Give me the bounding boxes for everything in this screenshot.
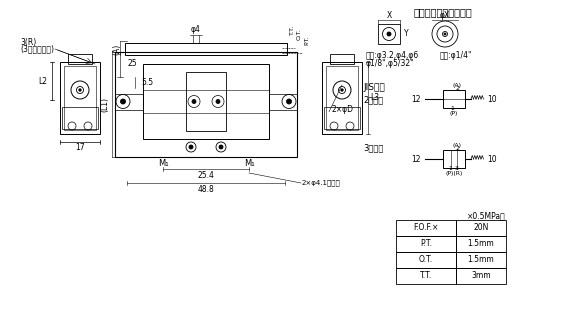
Text: リリースプッシュ寸法: リリースプッシュ寸法 [414,7,472,17]
Bar [456,252,506,268]
Bar [125,43,287,55]
Bar [443,90,465,108]
Circle shape [192,99,196,104]
Bar [269,93,297,110]
Text: 3ポート: 3ポート [363,143,383,153]
Text: φ1/8",φ5/32": φ1/8",φ5/32" [366,59,415,67]
Text: L3: L3 [370,93,379,103]
Bar [324,107,360,129]
Bar [115,93,143,110]
Bar [396,236,456,252]
Text: M₁: M₁ [158,159,168,167]
Text: 10: 10 [487,94,496,104]
Text: (A): (A) [452,83,462,88]
Text: ×0.5MPa時: ×0.5MPa時 [467,212,506,220]
Text: 3mm: 3mm [471,271,491,281]
Bar [322,62,362,134]
Text: 対象:φ1/4": 対象:φ1/4" [440,52,472,61]
Circle shape [219,145,223,149]
Text: 17: 17 [75,143,85,153]
Text: 2: 2 [456,146,460,151]
Text: 1: 1 [450,107,454,112]
Text: 3: 3 [455,166,459,171]
Text: 2×φ4.1取付穴: 2×φ4.1取付穴 [302,180,340,186]
Text: M₁: M₁ [244,159,254,167]
Text: X: X [386,11,391,19]
Text: T.T.: T.T. [420,271,432,281]
Text: 2: 2 [456,87,460,91]
Circle shape [287,99,291,104]
Circle shape [387,32,391,36]
Text: 12: 12 [411,155,421,164]
Text: 25.4: 25.4 [197,170,214,180]
Text: (A): (A) [452,142,462,147]
Text: JIS記号: JIS記号 [363,84,385,92]
Text: 2ポート: 2ポート [363,95,383,105]
Bar [62,107,98,129]
Bar [68,54,92,64]
Bar [115,52,297,157]
Text: 20N: 20N [473,223,489,233]
Bar [443,150,465,168]
Bar [330,54,354,64]
Bar [186,72,226,131]
Text: (P): (P) [450,111,458,115]
Text: 48.8: 48.8 [197,185,214,193]
Text: 5.5: 5.5 [141,78,153,87]
Text: φX: φX [440,11,450,19]
Text: 対象:φ3.2,φ4,φ6: 対象:φ3.2,φ4,φ6 [366,52,419,61]
Text: T.T.: T.T. [290,25,295,35]
Bar [60,62,100,134]
Bar [396,252,456,268]
Text: 12: 12 [411,94,421,104]
Text: (3ポートのみ): (3ポートのみ) [20,44,54,54]
Bar [378,24,400,44]
Circle shape [79,89,81,91]
Circle shape [189,145,193,149]
Bar [143,64,269,139]
Text: 1.5mm: 1.5mm [468,240,495,248]
Bar [326,66,358,130]
Circle shape [121,99,125,104]
Circle shape [216,99,220,104]
Text: 10: 10 [487,155,496,164]
Text: (P)(R): (P)(R) [445,170,463,175]
Text: P.T.: P.T. [420,240,432,248]
Text: 2×φD: 2×φD [332,105,354,114]
Bar [396,268,456,284]
Bar [456,268,506,284]
Text: L2: L2 [38,77,47,86]
Text: 3(R): 3(R) [20,38,36,46]
Bar [456,220,506,236]
Text: P.T.: P.T. [304,35,309,45]
Circle shape [341,89,343,91]
Bar [396,220,456,236]
Text: Y: Y [404,30,408,38]
Bar [456,236,506,252]
Text: O.T.: O.T. [419,256,433,265]
Text: F.O.F.×: F.O.F.× [413,223,439,233]
Text: 1: 1 [448,166,452,171]
Text: (A): (A) [113,43,121,55]
Circle shape [444,33,446,35]
Text: O.T.: O.T. [297,28,302,40]
Text: φ4: φ4 [191,26,201,35]
Text: 1.5mm: 1.5mm [468,256,495,265]
Text: (L1): (L1) [101,97,110,112]
Text: 25: 25 [127,60,137,68]
Bar [64,66,96,130]
